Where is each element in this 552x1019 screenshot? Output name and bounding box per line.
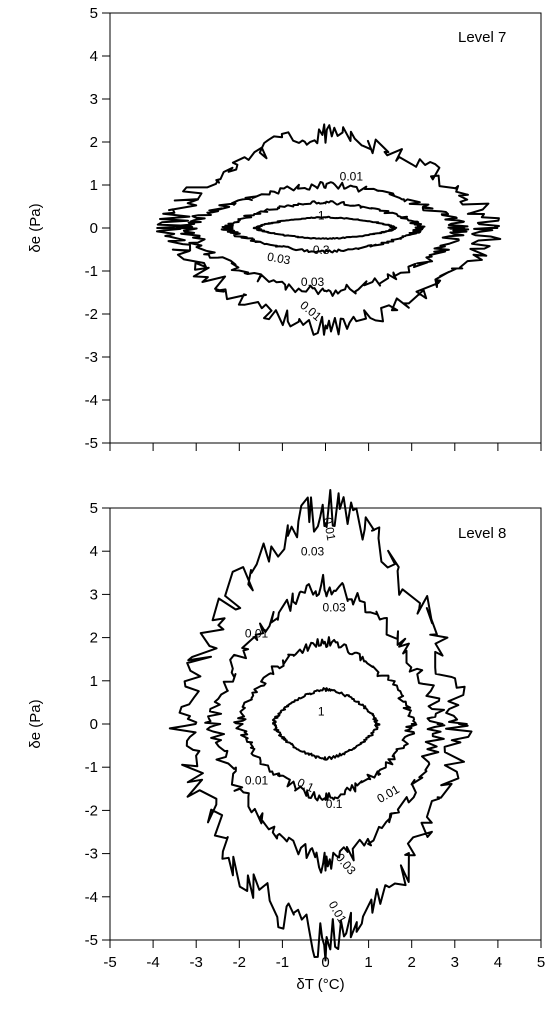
y-tick-label: -1	[85, 263, 98, 280]
y-tick-label: 3	[90, 586, 98, 603]
contour-label: 0.01	[340, 170, 364, 184]
panel-level-7: 5 4 3 2 1 0 -1 -2 -3 -4 -5 δe (Pa) Level 7 1 0.3 0.03 0.…	[27, 5, 542, 452]
y-tick-label: 0	[90, 220, 98, 237]
y-tick-label: 2	[90, 134, 98, 151]
x-tick-label: 1	[364, 954, 372, 971]
x-tick-label: 4	[494, 954, 502, 971]
contour-label: 0.01	[321, 516, 339, 542]
y-axis-title: δe (Pa)	[27, 699, 44, 748]
x-tick-label: 0	[321, 954, 329, 971]
x-tick-label: -4	[146, 954, 159, 971]
y-tick-label: -3	[85, 349, 98, 366]
y-tick-label: 5	[90, 500, 98, 517]
y-tick-label: -5	[85, 435, 98, 452]
x-axis-title: δT (°C)	[296, 976, 344, 993]
contour-label: 1	[318, 208, 325, 222]
y-tick-label: 1	[90, 177, 98, 194]
x-tick-label: 3	[451, 954, 459, 971]
panel-label: Level 8	[458, 525, 506, 542]
contour-label: 0.1	[326, 797, 343, 811]
plot-frame	[109, 507, 542, 941]
contour-1	[252, 215, 398, 240]
x-tick-label: 5	[537, 954, 545, 971]
contour-0.3	[220, 200, 426, 254]
y-tick-label: -5	[85, 932, 98, 949]
y-tick-label: -1	[85, 759, 98, 776]
y-tick-label: -3	[85, 846, 98, 863]
contour-0.03	[204, 573, 446, 874]
x-tick-label: -5	[103, 954, 116, 971]
y-tick-label: 4	[90, 48, 98, 65]
y-tick-label: 5	[90, 5, 98, 22]
contour-1	[271, 687, 381, 761]
y-tick-label: 1	[90, 673, 98, 690]
contour-0.1	[233, 636, 418, 802]
contour-label: 1	[318, 704, 325, 718]
y-tick-label: 3	[90, 91, 98, 108]
panel-level-8: 5 4 3 2 1 0 -1 -2 -3 -4 -5 -5 -4 -3 -2 -1 0 1 2 3 4 5 δe (Pa) δ…	[27, 489, 545, 993]
y-tick-label: -2	[85, 802, 98, 819]
contour-0.01	[156, 123, 502, 336]
contour-label: 0.03	[322, 601, 346, 615]
contour-label: 0.01	[245, 773, 269, 787]
panel-label: Level 7	[458, 29, 506, 46]
y-axis-title: δe (Pa)	[27, 203, 44, 252]
contour-label: 0.03	[301, 545, 325, 559]
x-tick-label: -3	[190, 954, 203, 971]
contour-label: 0.03	[266, 250, 292, 268]
y-tick-label: 4	[90, 543, 98, 560]
x-tick-label: -2	[233, 954, 246, 971]
contour-0.03	[175, 181, 470, 297]
contour-label: 0.3	[313, 243, 330, 257]
y-tick-label: 2	[90, 630, 98, 647]
contour-label: 0.1	[295, 775, 316, 795]
y-tick-label: -4	[85, 392, 98, 409]
x-tick-label: 2	[408, 954, 416, 971]
contour-0.01	[168, 489, 473, 962]
x-tick-label: -1	[276, 954, 289, 971]
contour-label: 0.01	[245, 627, 269, 641]
y-tick-label: -4	[85, 889, 98, 906]
contour-label: 0.03	[301, 275, 325, 289]
y-tick-label: 0	[90, 716, 98, 733]
y-tick-label: -2	[85, 306, 98, 323]
